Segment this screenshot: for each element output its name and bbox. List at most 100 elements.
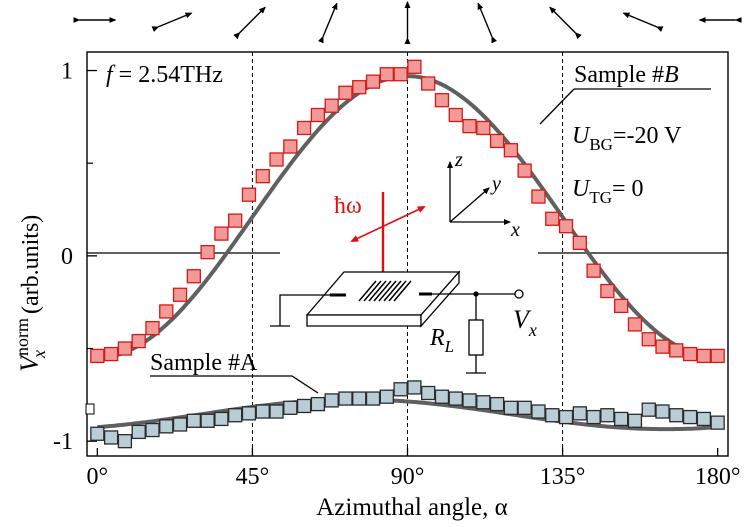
data-point bbox=[365, 74, 381, 89]
data-point bbox=[117, 341, 133, 356]
vx-label: Vx bbox=[513, 305, 537, 340]
x-tick-label: 0° bbox=[87, 464, 109, 490]
data-point bbox=[641, 402, 656, 417]
data-point bbox=[200, 244, 215, 260]
data-point bbox=[283, 400, 298, 415]
x-axis-label: Azimuthal angle, α bbox=[316, 494, 508, 521]
y-axis-label-main: V bbox=[15, 353, 44, 372]
data-point bbox=[614, 411, 629, 427]
x-tick-label: 180° bbox=[695, 464, 741, 490]
output-terminal bbox=[514, 289, 524, 299]
data-point bbox=[352, 80, 367, 95]
data-point bbox=[393, 67, 408, 82]
y-tick-label: 0 bbox=[61, 244, 73, 270]
y-tick-label: -1 bbox=[53, 429, 73, 455]
x-tick-label: 45° bbox=[236, 464, 270, 490]
data-point bbox=[627, 413, 643, 428]
data-point bbox=[434, 93, 450, 108]
data-point bbox=[255, 169, 270, 184]
data-point bbox=[255, 404, 270, 419]
y-axis-label-sub: x bbox=[29, 350, 49, 359]
polarization-state-icon bbox=[549, 6, 582, 40]
data-point bbox=[296, 398, 312, 414]
y-axis-text: y bbox=[490, 173, 501, 195]
data-point bbox=[145, 422, 160, 438]
data-point bbox=[159, 304, 174, 319]
y-axis-label: V x norm (arb.units) bbox=[12, 215, 49, 372]
data-point bbox=[421, 385, 436, 401]
data-point bbox=[682, 409, 698, 425]
illumination: ħω bbox=[334, 192, 426, 286]
hbar-omega-label: ħω bbox=[334, 193, 362, 219]
ubg-label: UBG=-20 V bbox=[572, 123, 682, 154]
sample-a-leader bbox=[150, 375, 319, 394]
y-axis-label-sup: norm bbox=[12, 318, 32, 356]
data-point bbox=[310, 107, 326, 123]
y-axis-arrow bbox=[449, 187, 490, 223]
data-point bbox=[296, 120, 312, 136]
data-point bbox=[572, 406, 587, 421]
ground-wire-left bbox=[270, 294, 332, 327]
frequency-label: f = 2.54THz bbox=[106, 62, 223, 88]
data-point bbox=[586, 263, 601, 278]
x-tick-label: 90° bbox=[391, 464, 425, 490]
sample-front-face bbox=[306, 314, 422, 327]
polarization-state-icon bbox=[477, 2, 497, 44]
data-point bbox=[172, 417, 188, 432]
data-point bbox=[338, 391, 353, 406]
edge-marker bbox=[85, 403, 95, 415]
grating bbox=[358, 280, 412, 302]
sample-a-label: Sample #A bbox=[150, 350, 258, 376]
data-point bbox=[669, 408, 684, 423]
data-point bbox=[489, 133, 505, 149]
data-point bbox=[338, 85, 353, 100]
data-point bbox=[558, 409, 574, 425]
data-point bbox=[269, 404, 284, 419]
data-point bbox=[200, 413, 215, 428]
data-point bbox=[186, 269, 201, 284]
data-point bbox=[503, 143, 519, 158]
data-point bbox=[365, 391, 381, 406]
data-point bbox=[489, 396, 505, 412]
data-point bbox=[407, 380, 422, 395]
data-point bbox=[90, 426, 105, 441]
data-point bbox=[379, 67, 394, 82]
sample-b-label: Sample #B bbox=[574, 62, 679, 88]
data-point bbox=[186, 413, 201, 428]
data-point bbox=[214, 411, 229, 427]
data-point bbox=[352, 391, 367, 406]
coordinate-axes: z y x bbox=[447, 149, 520, 241]
load-resistor bbox=[468, 319, 484, 356]
data-point bbox=[214, 226, 229, 241]
data-point bbox=[586, 409, 601, 425]
z-axis-text: z bbox=[454, 149, 463, 171]
data-point bbox=[117, 434, 133, 449]
rl-label: RL bbox=[429, 325, 454, 356]
data-point bbox=[558, 219, 574, 234]
data-point bbox=[545, 408, 560, 423]
utg-label: UTG= 0 bbox=[572, 176, 644, 207]
data-point bbox=[103, 346, 119, 362]
data-point bbox=[476, 120, 491, 136]
data-point bbox=[407, 59, 422, 74]
polarization-state-icon bbox=[233, 6, 266, 40]
data-point bbox=[710, 415, 725, 430]
data-point bbox=[159, 419, 174, 434]
data-point bbox=[172, 287, 188, 302]
data-point bbox=[228, 213, 243, 228]
y-tick-label: 1 bbox=[61, 59, 73, 85]
data-point bbox=[131, 333, 146, 349]
data-point bbox=[462, 118, 477, 134]
data-point bbox=[269, 152, 284, 167]
data-point bbox=[531, 189, 546, 204]
device-sketch: RL Vx bbox=[270, 270, 537, 374]
data-point bbox=[655, 404, 670, 419]
data-point bbox=[517, 163, 532, 178]
data-point bbox=[283, 139, 298, 154]
data-point bbox=[627, 317, 643, 332]
data-point bbox=[241, 187, 257, 202]
data-point bbox=[379, 389, 394, 404]
x-tick-label: 135° bbox=[540, 464, 586, 490]
sample-b-leader bbox=[539, 88, 711, 125]
